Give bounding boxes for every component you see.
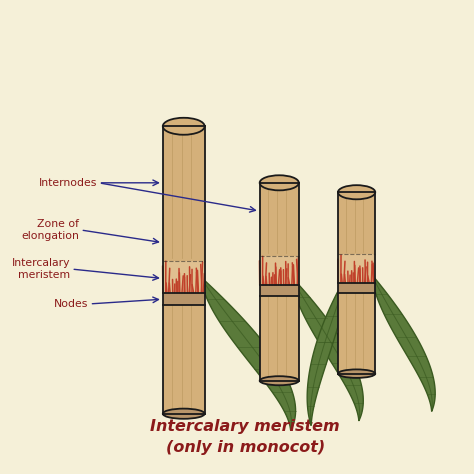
Text: Intercalary meristem: Intercalary meristem [150, 419, 340, 434]
Text: (only in monocot): (only in monocot) [165, 440, 325, 455]
Bar [260, 285, 299, 296]
Text: Nodes: Nodes [54, 299, 88, 309]
Bar [163, 126, 205, 261]
Ellipse shape [260, 175, 299, 191]
Polygon shape [201, 277, 296, 430]
Polygon shape [372, 274, 435, 411]
Ellipse shape [163, 118, 205, 135]
Polygon shape [291, 276, 363, 421]
Bar [260, 183, 299, 256]
Bar [338, 283, 375, 292]
Ellipse shape [338, 369, 375, 378]
Text: Zone of
elongation: Zone of elongation [21, 219, 79, 241]
Bar [163, 292, 205, 305]
Bar [260, 256, 299, 285]
Bar [163, 261, 205, 292]
Bar [163, 305, 205, 414]
Bar [338, 192, 375, 255]
Text: Intercalary
meristem: Intercalary meristem [11, 258, 70, 280]
Bar [260, 296, 299, 381]
Text: Internodes: Internodes [39, 178, 97, 188]
Ellipse shape [338, 185, 375, 199]
Bar [338, 292, 375, 374]
Ellipse shape [163, 409, 205, 419]
Polygon shape [307, 272, 349, 426]
Ellipse shape [260, 376, 299, 385]
Bar [338, 255, 375, 283]
